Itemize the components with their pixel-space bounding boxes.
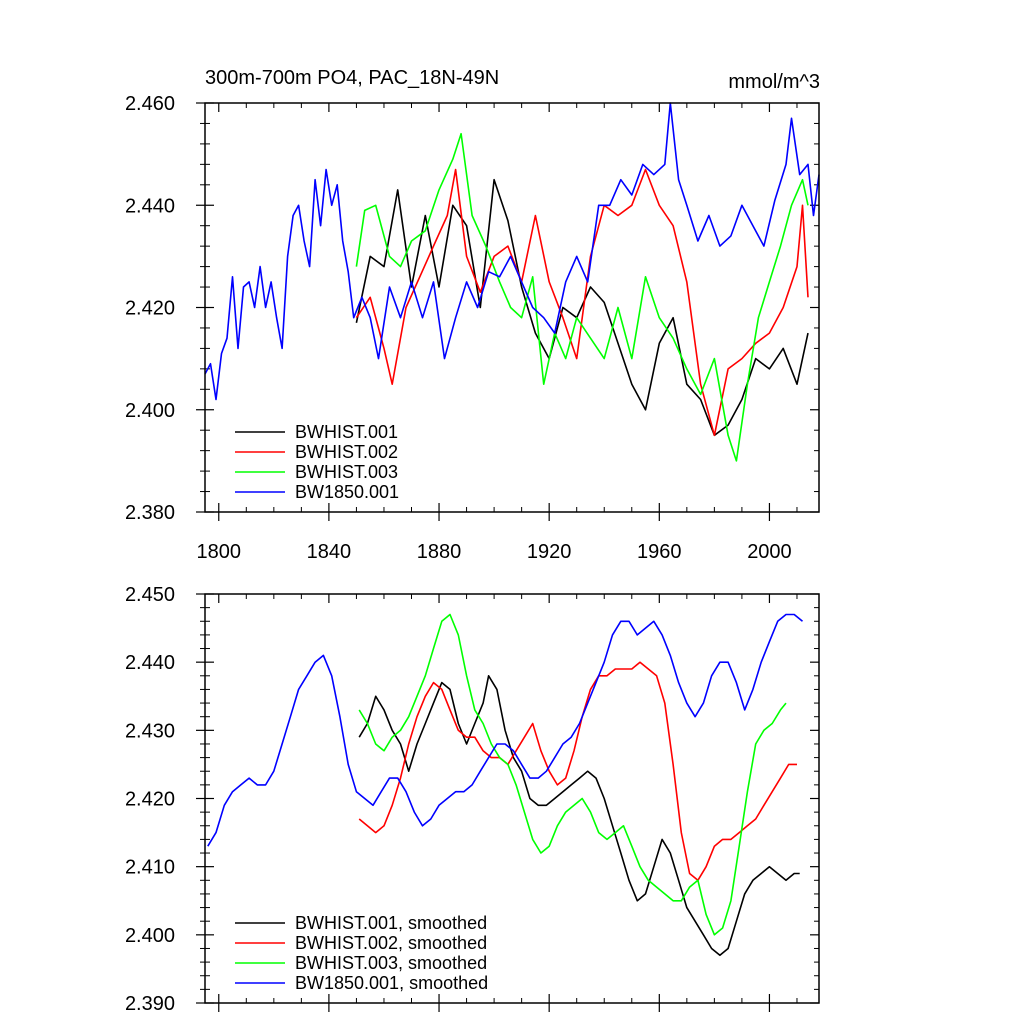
- top-x-tick-label: 1880: [417, 541, 462, 563]
- series-line-bwhist-001-smoothed: [358, 675, 800, 957]
- top-lines: [204, 102, 820, 462]
- series-line-bw1850-001-smoothed: [207, 613, 804, 847]
- bottom-y-tick-label: 2.420: [125, 789, 175, 811]
- top-y-tick-label: 2.420: [125, 298, 175, 320]
- series-line-bwhist-002: [355, 168, 809, 437]
- top-x-tick-label: 2000: [747, 541, 792, 563]
- bottom-y-tick-label: 2.450: [125, 584, 175, 606]
- bottom-y-tick-label: 2.400: [125, 925, 175, 947]
- series-line-bw1850-001: [204, 102, 820, 401]
- legend-label: BW1850.001, smoothed: [295, 973, 488, 993]
- chart-title: 300m-700m PO4, PAC_18N-49N: [205, 67, 499, 89]
- bottom-y-tick-label: 2.430: [125, 720, 175, 742]
- legend-label: BWHIST.002: [295, 442, 398, 462]
- bottom-y-tick-label: 2.440: [125, 652, 175, 674]
- legend-label: BWHIST.001: [295, 422, 398, 442]
- series-line-bwhist-003: [355, 132, 809, 462]
- legend-label: BW1850.001: [295, 482, 399, 502]
- bottom-ticks: 2.390 2.400 2.410 2.420 2.430 2.440 2.450: [125, 584, 819, 1015]
- bottom-panel: 2.390 2.400 2.410 2.420 2.430 2.440 2.450 BWHI…: [125, 584, 820, 1015]
- bottom-plot-frame: [204, 593, 820, 1004]
- top-x-tick-label: 1800: [197, 541, 242, 563]
- units-label: mmol/m^3: [728, 71, 820, 93]
- bottom-y-tick-label: 2.410: [125, 857, 175, 879]
- top-ticks: 1800 1840 1880 1920 1960 2000 2.380 2.400 2.420 2…: [125, 93, 819, 563]
- series-line-bwhist-003-smoothed: [358, 613, 787, 936]
- legend-label: BWHIST.002, smoothed: [295, 933, 487, 953]
- top-x-tick-label: 1920: [527, 541, 572, 563]
- top-x-tick-label: 1840: [307, 541, 352, 563]
- top-y-tick-label: 2.400: [125, 400, 175, 422]
- top-y-tick-label: 2.460: [125, 93, 175, 115]
- top-panel: 300m-700m PO4, PAC_18N-49N mmol/m^3 1800…: [125, 67, 820, 563]
- top-y-tick-label: 2.380: [125, 502, 175, 524]
- top-plot-frame: [204, 102, 820, 513]
- legend-label: BWHIST.001, smoothed: [295, 913, 487, 933]
- legend-label: BWHIST.003, smoothed: [295, 953, 487, 973]
- series-line-bwhist-002-smoothed: [358, 661, 797, 882]
- bottom-y-tick-label: 2.390: [125, 993, 175, 1015]
- series-line-bwhist-001: [355, 178, 809, 437]
- bottom-lines: [207, 613, 804, 957]
- top-x-tick-label: 1960: [637, 541, 682, 563]
- legend-label: BWHIST.003: [295, 462, 398, 482]
- top-y-tick-label: 2.440: [125, 195, 175, 217]
